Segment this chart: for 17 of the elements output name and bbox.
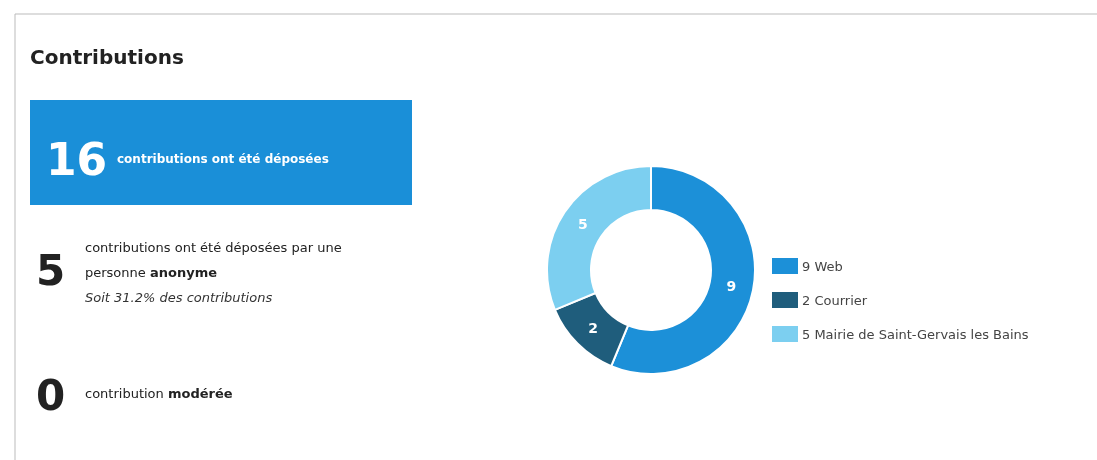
data-label: 2 (588, 319, 598, 336)
data-label: 9 (726, 277, 737, 294)
data-label: 5 (577, 216, 588, 233)
text: contributions ont été déposées par une (85, 240, 342, 255)
legend-label: 5 Mairie de Saint-Gervais les Bains (802, 327, 1029, 342)
text: Contributions (30, 45, 184, 69)
text: anonyme (149, 265, 218, 280)
text: 0 (36, 371, 66, 420)
text: contribution (85, 386, 164, 401)
legend-label: 2 Courrier (802, 293, 868, 308)
text: modérée (167, 386, 233, 401)
text: Soit 31.2% des contributions (85, 290, 273, 305)
legend-label: 9 Web (802, 259, 843, 274)
text: contributions ont été déposées (117, 152, 329, 166)
text: 16 (46, 134, 108, 185)
text: personne (85, 265, 146, 280)
text: 5 (36, 246, 66, 295)
